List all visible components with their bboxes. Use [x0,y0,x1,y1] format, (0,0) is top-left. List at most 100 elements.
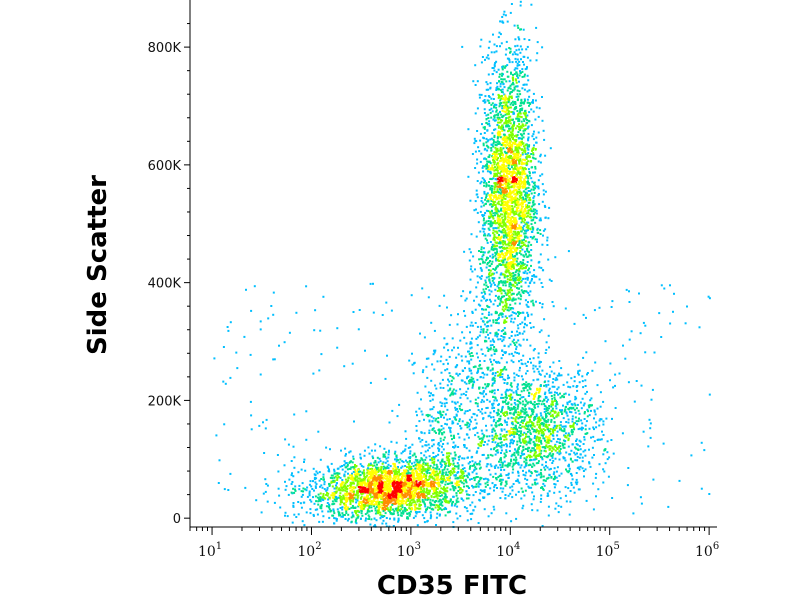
event-point [526,45,529,48]
event-point [491,155,494,158]
event-point [505,201,507,204]
event-point [506,89,509,92]
event-point [359,453,362,456]
event-point [502,187,505,190]
event-point [326,494,329,497]
event-point [389,508,392,511]
event-point [487,220,490,222]
event-point [494,453,497,456]
event-point [446,486,449,489]
event-point [356,481,359,484]
event-point [457,467,460,470]
event-point [520,205,523,208]
event-point [485,56,488,59]
event-point [349,501,352,504]
event-point [485,158,488,161]
event-point [456,482,459,485]
event-point [381,482,384,484]
event-point [507,57,510,60]
event-point [408,497,411,500]
event-point [509,276,512,279]
event-point [384,512,387,515]
event-point [385,500,387,503]
event-point [528,144,531,147]
event-point [377,511,379,514]
event-point [535,59,538,62]
event-point [330,509,332,512]
event-point [532,153,535,156]
event-point [507,250,510,253]
event-point [504,270,507,273]
event-point [382,468,385,471]
event-point [415,489,418,492]
event-point [419,494,422,497]
event-point [433,463,436,466]
event-point [375,469,378,472]
event-point [448,479,451,482]
event-point [503,98,506,101]
event-point [492,67,495,69]
event-point [344,462,347,465]
event-point [435,470,438,473]
event-point [392,490,395,493]
event-point [375,519,378,522]
event-point [415,467,418,470]
event-point [510,244,513,247]
event-point [513,193,516,196]
event-point [531,156,534,159]
event-point [415,486,418,489]
event-point [518,64,521,67]
event-point [483,283,486,286]
event-point [396,486,398,488]
event-point [373,487,376,490]
event-point [499,222,502,225]
event-point [367,504,370,507]
event-point [400,514,402,517]
event-point [526,264,529,267]
event-point [386,507,389,510]
event-point [310,485,313,488]
event-point [416,485,419,488]
event-point [525,193,528,196]
event-point [535,209,538,212]
event-point [364,491,367,494]
event-point [395,490,398,493]
event-point [516,117,519,120]
event-point [531,205,534,208]
event-point [513,227,516,230]
event-point [513,121,516,124]
event-point [401,465,404,468]
event-point [511,89,514,92]
event-point [454,487,457,490]
event-point [371,500,374,503]
event-point [487,165,490,167]
event-point [470,478,473,480]
event-point [510,222,513,225]
event-point [503,129,506,132]
event-point [524,172,527,175]
event-point [482,251,485,254]
event-point [369,494,372,496]
event-point [453,504,456,507]
event-point [350,520,353,523]
event-point [516,237,519,240]
event-point [455,494,458,497]
event-point [502,219,505,222]
event-point [519,45,522,48]
event-point [444,498,447,501]
event-point [389,474,392,477]
event-point [389,488,392,491]
event-point [483,190,486,193]
event-point [273,501,276,504]
event-point [507,215,510,218]
event-point [354,464,356,466]
event-point [497,194,500,197]
event-point [489,487,492,490]
event-point [330,480,333,483]
event-point [408,465,411,468]
event-point [544,190,547,193]
event-point [506,218,509,221]
event-point [423,481,426,484]
event-point [441,473,444,475]
